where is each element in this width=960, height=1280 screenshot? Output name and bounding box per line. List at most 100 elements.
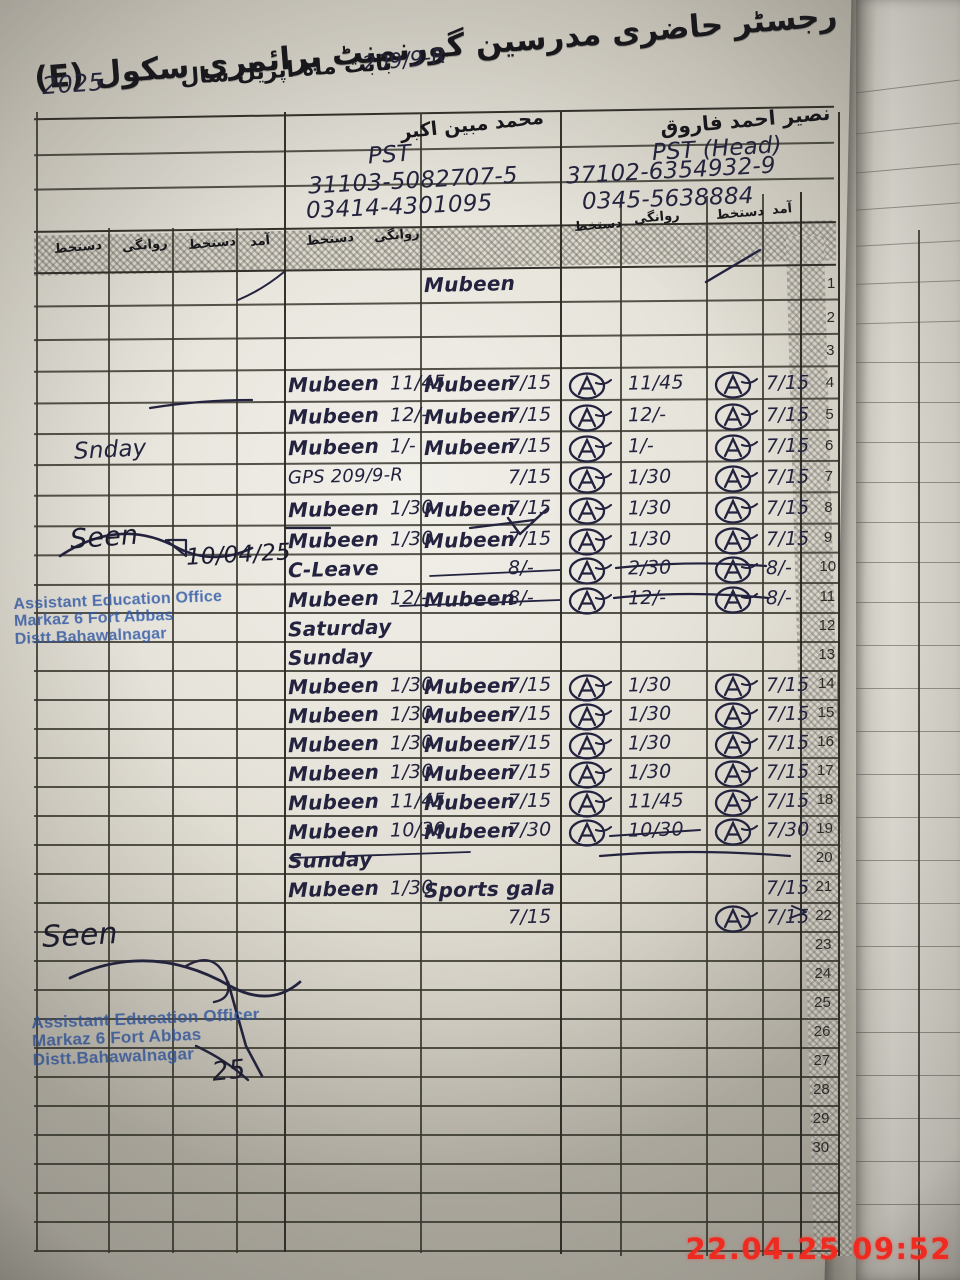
cell-signature-mid: Mubeen bbox=[423, 270, 516, 298]
cell-departure-right: 1/30 bbox=[627, 702, 672, 726]
cell-arrival-mid: 7/15 bbox=[507, 673, 552, 697]
right-page-edge: سال 2025 دستخط روانگی bbox=[856, 0, 960, 1280]
cell-signature-left: Mubeen bbox=[287, 526, 380, 554]
cell-signature-mid: Mubeen bbox=[423, 730, 516, 758]
seen-lower-text: Seen bbox=[41, 916, 119, 955]
cell-arrival-mid: 7/30 bbox=[507, 818, 552, 842]
cell-signature-mid: Mubeen bbox=[423, 370, 516, 398]
cell-departure-right: 12/- bbox=[627, 403, 667, 427]
cell-arrival-right: 8/- bbox=[765, 556, 793, 580]
cell-departure-right: 12/- bbox=[627, 586, 667, 610]
day-number: 20 bbox=[815, 848, 833, 866]
cell-signature-left: Mubeen bbox=[287, 759, 380, 787]
day-number: 3 bbox=[826, 342, 835, 359]
cell-arrival-right: 7/15 bbox=[765, 465, 810, 489]
camera-timestamp: 22.04.25 09:52 bbox=[685, 1232, 952, 1266]
cell-signature-mid: Mubeen bbox=[423, 759, 516, 787]
cell-arrival-right: 7/30 bbox=[765, 818, 810, 842]
cell-signature-left: Saturday bbox=[287, 614, 392, 642]
day-number: 27 bbox=[813, 1051, 831, 1069]
cell-departure-right: 1/30 bbox=[627, 673, 672, 697]
cell-arrival-right: 7/15 bbox=[765, 371, 810, 395]
day-number: 22 bbox=[815, 906, 832, 924]
cell-arrival-right: 7/15 bbox=[765, 905, 810, 929]
cell-signature-left: Mubeen bbox=[287, 817, 380, 845]
cell-signature-left: Mubeen bbox=[287, 495, 380, 523]
attendance-mark-a bbox=[712, 463, 758, 493]
cell-arrival-mid: 7/15 bbox=[507, 403, 552, 427]
attendance-mark-a bbox=[712, 432, 758, 462]
cell-signature-mid: Mubeen bbox=[423, 495, 516, 523]
day-number: 19 bbox=[816, 819, 833, 837]
cell-departure-right: 1/30 bbox=[627, 527, 672, 551]
attendance-mark-a bbox=[712, 525, 758, 555]
attendance-mark-a bbox=[712, 729, 758, 759]
cell-signature-left: Mubeen bbox=[287, 701, 380, 729]
cell-signature-mid: Sports gala bbox=[423, 875, 556, 903]
cell-arrival-right: 7/15 bbox=[765, 403, 810, 427]
day-number: 7 bbox=[824, 467, 833, 485]
cell-signature-left: Mubeen bbox=[287, 370, 380, 398]
attendance-mark-a bbox=[712, 401, 758, 431]
cell-signature-mid: Mubeen bbox=[423, 433, 516, 461]
cell-signature-left: GPS 209/9-R bbox=[287, 464, 404, 489]
cell-arrival-mid: 8/- bbox=[507, 586, 535, 610]
attendance-mark-a bbox=[566, 464, 612, 494]
cell-signature-left: Mubeen bbox=[287, 402, 380, 430]
cell-signature-mid: Mubeen bbox=[423, 526, 516, 554]
attendance-mark-a bbox=[712, 494, 758, 524]
cell-signature-left: C-Leave bbox=[287, 555, 380, 583]
cell-departure-right: 1/30 bbox=[627, 731, 672, 755]
cell-arrival-right: 7/15 bbox=[765, 876, 810, 900]
cell-arrival-right: 7/15 bbox=[765, 527, 810, 551]
cell-departure-right: 1/30 bbox=[627, 465, 672, 489]
cell-signature-left: Mubeen bbox=[287, 433, 380, 461]
cell-signature-left: Mubeen bbox=[287, 672, 380, 700]
cell-signature-left: Mubeen bbox=[287, 875, 380, 903]
attendance-mark-a bbox=[712, 787, 758, 817]
attendance-mark-a bbox=[712, 758, 758, 788]
attendance-mark-a bbox=[566, 701, 612, 731]
cell-arrival-mid: 7/15 bbox=[507, 496, 552, 520]
cell-arrival-mid: 7/15 bbox=[507, 434, 552, 458]
day-number: 18 bbox=[816, 790, 834, 808]
cell-signature-mid: Mubeen bbox=[423, 585, 516, 613]
cell-arrival-right: 8/- bbox=[765, 586, 793, 610]
cell-signature-left: Mubeen bbox=[287, 730, 380, 758]
cell-signature-left: Sunday bbox=[287, 846, 373, 874]
cell-departure-right: 11/45 bbox=[627, 789, 684, 813]
cell-departure-right: 1/30 bbox=[627, 496, 672, 520]
cell-arrival-right: 7/15 bbox=[765, 731, 810, 755]
cell-signature-left: Mubeen bbox=[287, 788, 380, 816]
cell-departure-right: 1/- bbox=[627, 434, 655, 458]
day-number: 11 bbox=[819, 587, 836, 605]
day-number: 23 bbox=[814, 935, 832, 953]
cell-departure-left: 1/- bbox=[389, 434, 417, 458]
day-number: 8 bbox=[824, 498, 833, 516]
cell-signature-mid: Mubeen bbox=[423, 672, 516, 700]
cell-signature-mid: Mubeen bbox=[423, 402, 516, 430]
day-number: 24 bbox=[814, 964, 832, 982]
attendance-mark-a bbox=[712, 369, 758, 399]
day-number: 16 bbox=[817, 732, 834, 750]
cell-signature-mid: Mubeen bbox=[423, 701, 516, 729]
cell-signature-mid: Mubeen bbox=[423, 817, 516, 845]
cell-arrival-right: 7/15 bbox=[765, 702, 810, 726]
cell-arrival-right: 7/15 bbox=[765, 496, 810, 520]
attendance-mark-a bbox=[566, 585, 612, 615]
office-stamp-upper: Assistant Education Office Markaz 6 Fort… bbox=[13, 588, 224, 648]
seen-lower-date: 25 bbox=[210, 1054, 247, 1088]
day-number: 13 bbox=[818, 645, 835, 663]
cell-departure-right: 10/30 bbox=[627, 818, 684, 842]
attendance-mark-a bbox=[712, 700, 758, 730]
day-number: 30 bbox=[812, 1138, 830, 1156]
cell-signature-mid: Mubeen bbox=[423, 788, 516, 816]
col-header-arr-2: آمد bbox=[771, 201, 793, 218]
cell-arrival-mid: 7/15 bbox=[507, 465, 552, 489]
day-number: 5 bbox=[825, 405, 834, 423]
cell-arrival-mid: 7/15 bbox=[507, 702, 552, 726]
cell-arrival-right: 7/15 bbox=[765, 760, 810, 784]
teacher-pst-designation: PST bbox=[367, 140, 412, 170]
